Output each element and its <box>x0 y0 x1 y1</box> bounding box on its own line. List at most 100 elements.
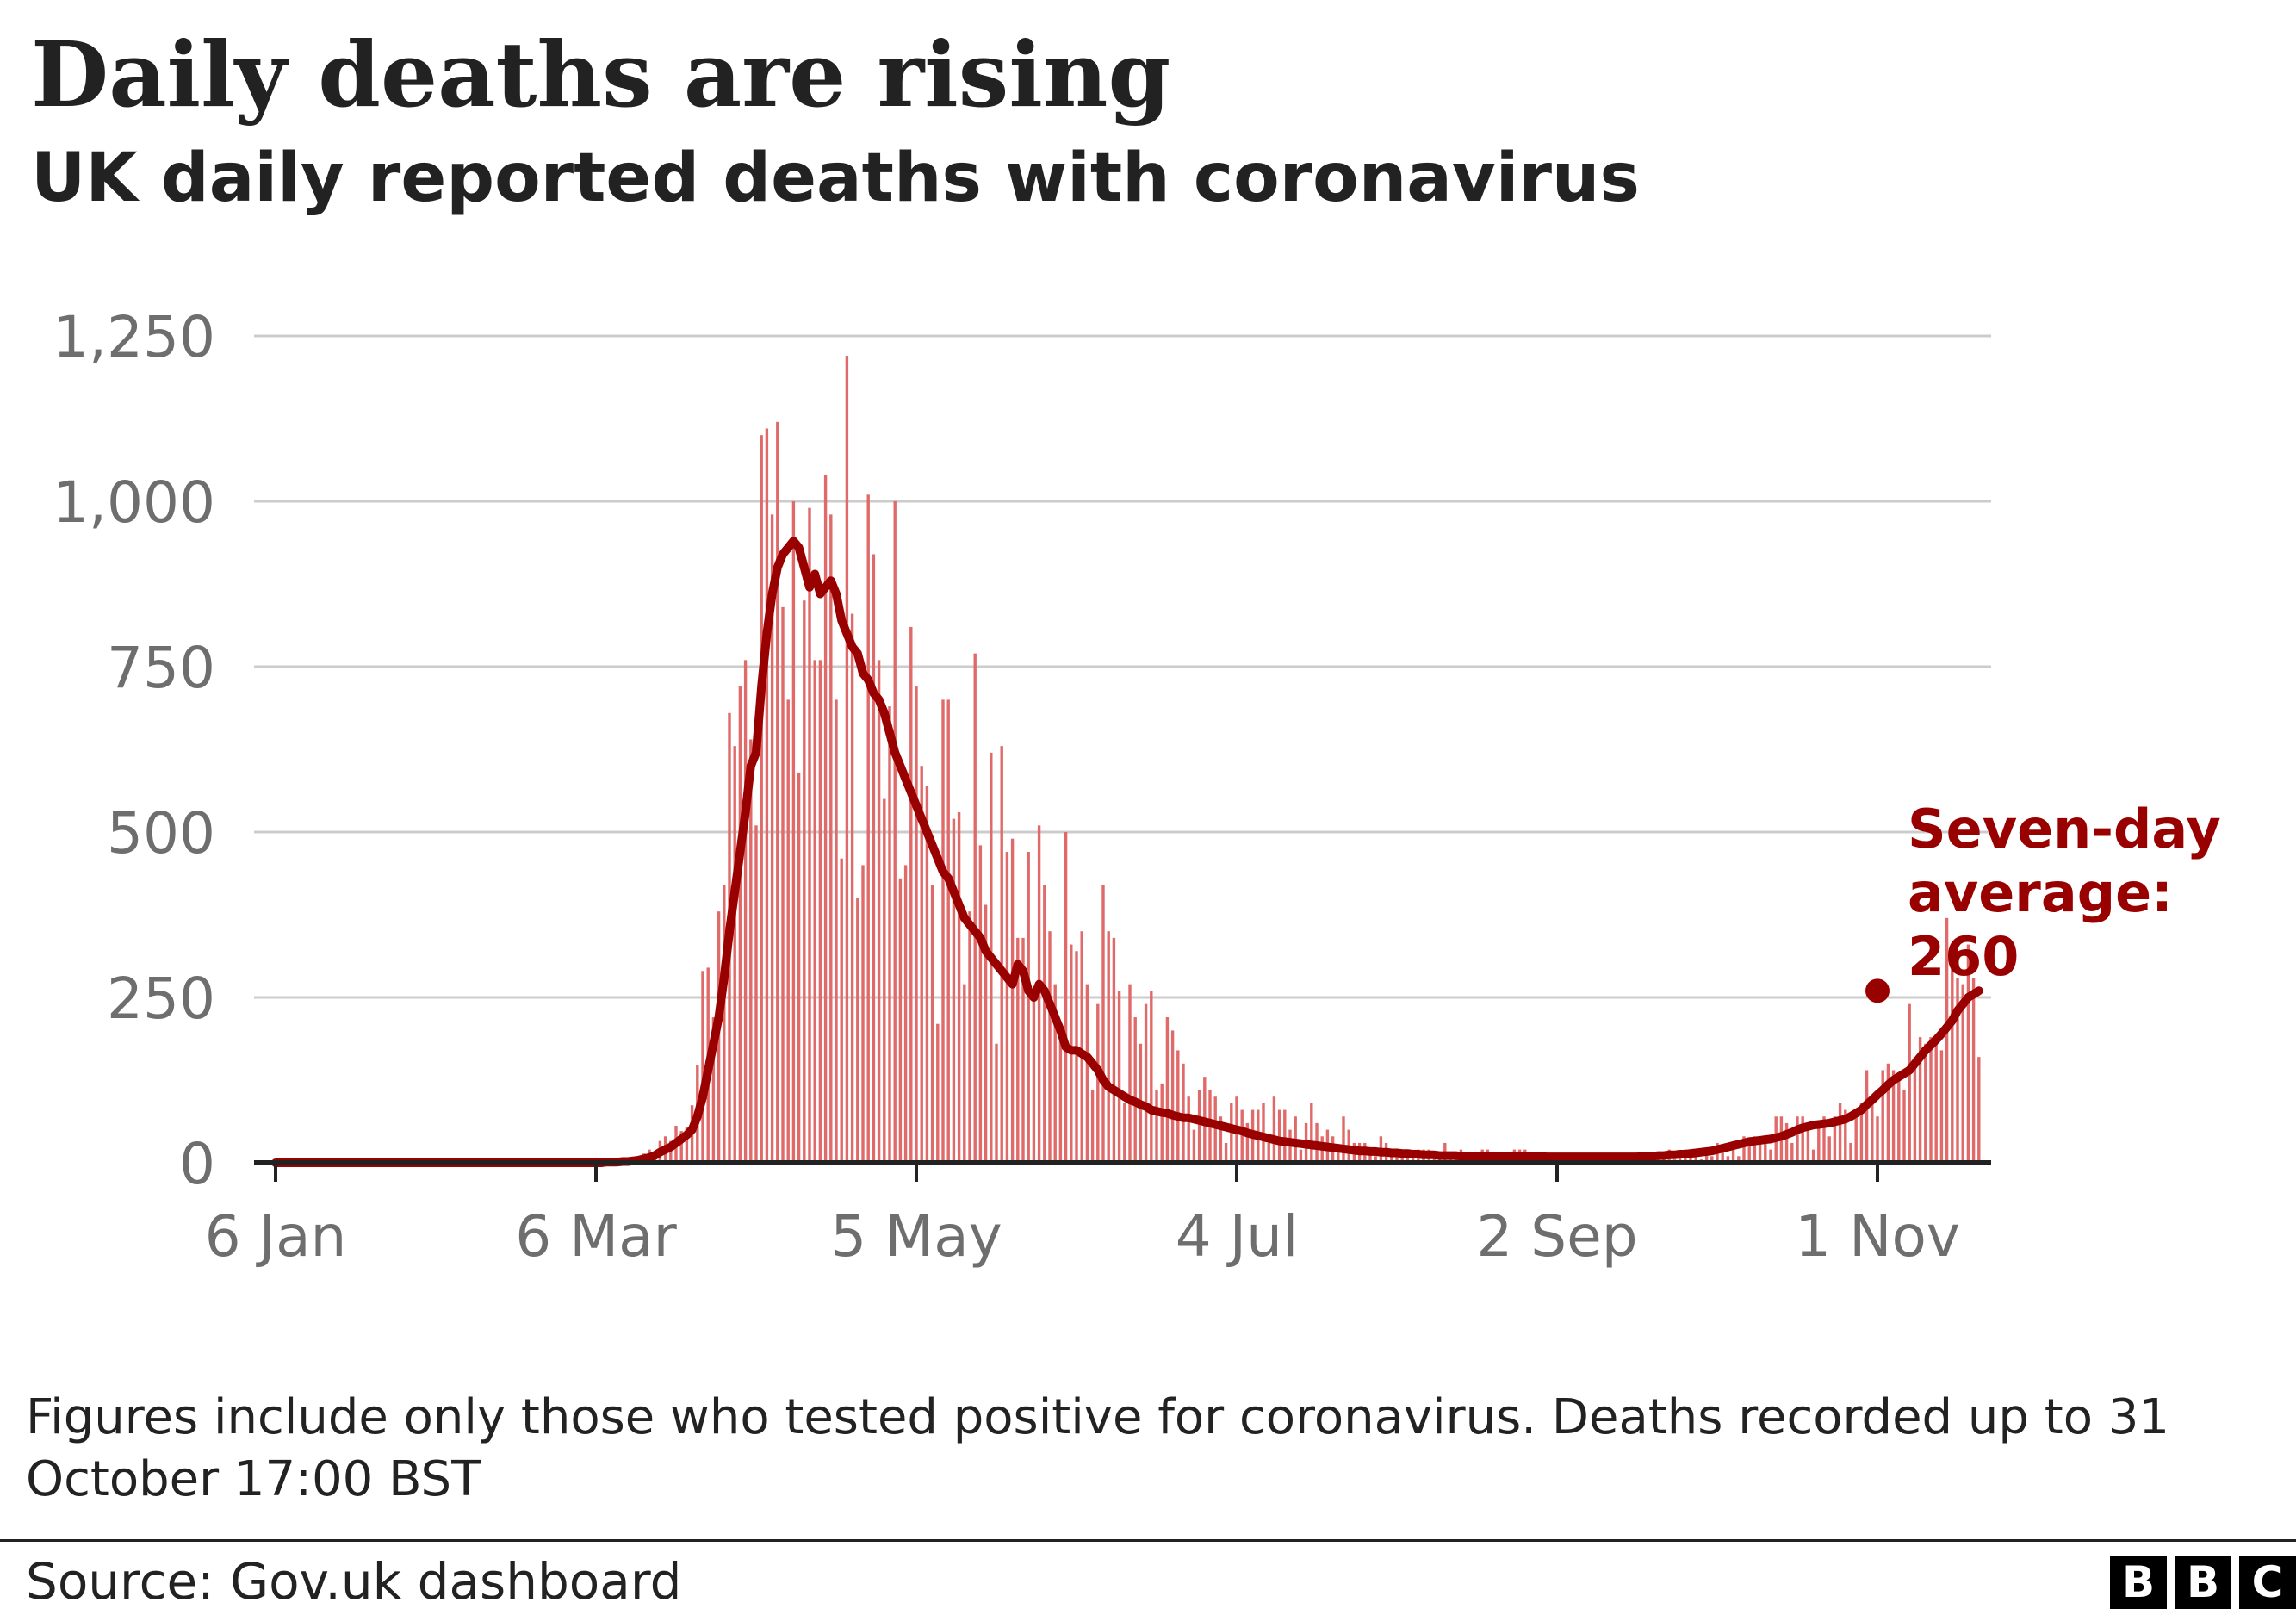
daily-deaths-bar <box>786 699 790 1163</box>
daily-deaths-bar <box>946 699 950 1163</box>
daily-deaths-bar <box>1267 1142 1270 1163</box>
daily-deaths-bar <box>679 1131 683 1163</box>
seven-day-average-layer <box>271 537 1983 1167</box>
daily-deaths-bar <box>1694 1156 1697 1163</box>
daily-deaths-bar <box>1213 1096 1217 1163</box>
daily-deaths-bar <box>1048 931 1052 1163</box>
daily-deaths-bar <box>1902 1090 1906 1163</box>
daily-deaths-bar <box>1016 937 1020 1163</box>
daily-deaths-bar <box>1101 885 1105 1163</box>
daily-deaths-bar <box>1747 1142 1751 1163</box>
daily-deaths-bar <box>1784 1122 1789 1163</box>
daily-deaths-bar <box>1806 1129 1810 1163</box>
daily-deaths-bar <box>1155 1090 1158 1163</box>
daily-deaths-bar <box>1918 1037 1922 1163</box>
daily-deaths-bar <box>1230 1103 1233 1163</box>
logo-letter: B <box>2110 1556 2167 1609</box>
x-tick-label: 5 May <box>830 1203 1002 1270</box>
daily-deaths-bar <box>1272 1096 1276 1163</box>
daily-deaths-bar <box>1096 1003 1100 1163</box>
daily-deaths-bar <box>1368 1149 1372 1163</box>
daily-deaths-bar <box>909 626 913 1163</box>
x-tick-label: 1 Nov <box>1795 1203 1960 1270</box>
axis-labels: 0 250 500 750 1,000 1,250 6 Jan 6 Mar 5 May 4 Jul… <box>53 304 1960 1270</box>
daily-deaths-bar <box>1790 1142 1794 1163</box>
daily-deaths-bar <box>1945 917 1949 1163</box>
daily-deaths-bar <box>936 1023 940 1163</box>
daily-deaths-bar <box>1032 997 1036 1163</box>
daily-deaths-bar <box>1764 1142 1767 1163</box>
x-tick-label: 6 Jan <box>205 1203 347 1270</box>
y-tick-label: 500 <box>107 800 215 867</box>
daily-deaths-bar <box>1117 991 1121 1163</box>
daily-deaths-bar <box>738 686 742 1163</box>
daily-deaths-bar <box>915 686 918 1163</box>
daily-deaths-bar <box>856 898 859 1163</box>
daily-deaths-bar <box>1891 1070 1896 1163</box>
daily-deaths-bar <box>957 811 961 1163</box>
daily-deaths-bar <box>781 606 785 1163</box>
daily-deaths-bar <box>1337 1149 1340 1163</box>
daily-deaths-bar <box>1886 1063 1890 1163</box>
daily-deaths-bar <box>1144 1003 1148 1163</box>
daily-deaths-bar <box>1010 838 1015 1163</box>
x-tick-label: 4 Jul <box>1176 1203 1299 1270</box>
daily-deaths-bar <box>1844 1109 1847 1163</box>
daily-deaths-bar <box>669 1140 673 1163</box>
daily-deaths-bar <box>1342 1116 1345 1163</box>
daily-deaths-bar <box>723 885 726 1163</box>
chart: 0 250 500 750 1,000 1,250 6 Jan 6 Mar 5 May 4 Jul… <box>53 304 2221 1270</box>
daily-deaths-bars <box>594 356 1981 1164</box>
daily-deaths-bar <box>1128 984 1132 1163</box>
y-tick-label: 250 <box>107 966 215 1032</box>
daily-deaths-bar <box>1224 1142 1228 1163</box>
daily-deaths-bar <box>1053 984 1057 1163</box>
daily-deaths-bar <box>1849 1142 1852 1163</box>
daily-deaths-bar <box>1374 1156 1377 1163</box>
daily-deaths-bar <box>1000 746 1003 1163</box>
daily-deaths-bar <box>995 1043 998 1163</box>
daily-deaths-bar <box>1822 1116 1826 1163</box>
daily-deaths-bar <box>1170 1030 1175 1163</box>
daily-deaths-bar <box>797 772 801 1163</box>
daily-deaths-bar <box>754 825 758 1163</box>
daily-deaths-bar <box>1112 937 1116 1163</box>
x-axis <box>254 1160 1991 1182</box>
footnote: Figures include only those who tested po… <box>26 1389 2170 1507</box>
daily-deaths-bar <box>1160 1083 1164 1163</box>
daily-deaths-bar <box>1043 885 1046 1163</box>
daily-deaths-bar <box>1871 1096 1874 1163</box>
daily-deaths-bar <box>1977 1057 1981 1163</box>
daily-deaths-bar <box>829 514 833 1163</box>
daily-deaths-bar <box>701 971 704 1163</box>
daily-deaths-bar <box>1865 1070 1869 1163</box>
daily-deaths-bar <box>1080 931 1083 1163</box>
daily-deaths-bar <box>813 660 816 1163</box>
daily-deaths-bar <box>1245 1122 1250 1163</box>
daily-deaths-bar <box>1854 1109 1858 1163</box>
daily-deaths-bar <box>840 858 843 1163</box>
daily-deaths-bar <box>1881 1070 1884 1163</box>
source-text: Source: Gov.uk dashboard <box>26 1552 682 1611</box>
bbc-logo: B B C <box>2110 1556 2296 1609</box>
daily-deaths-bar <box>1913 1057 1917 1163</box>
daily-deaths-bar <box>1406 1156 1410 1163</box>
daily-deaths-bar <box>930 885 934 1163</box>
daily-deaths-bar <box>1187 1096 1190 1163</box>
daily-deaths-bar <box>925 786 929 1163</box>
chart-subtitle: UK daily reported deaths with coronaviru… <box>31 140 1640 217</box>
daily-deaths-bar <box>1939 1050 1944 1163</box>
daily-deaths-bar <box>1956 977 1959 1163</box>
daily-deaths-bar <box>743 660 748 1163</box>
daily-deaths-bar <box>1310 1103 1313 1163</box>
daily-deaths-bar <box>920 766 923 1163</box>
daily-deaths-bar <box>776 421 779 1164</box>
daily-deaths-bar <box>1966 944 1970 1163</box>
daily-deaths-bar <box>1908 1003 1911 1163</box>
daily-deaths-bar <box>1827 1136 1831 1163</box>
daily-deaths-bar <box>1005 852 1009 1163</box>
daily-deaths-bar <box>685 1127 689 1163</box>
daily-deaths-bar <box>1753 1136 1757 1163</box>
x-tick-label: 2 Sep <box>1476 1203 1637 1270</box>
